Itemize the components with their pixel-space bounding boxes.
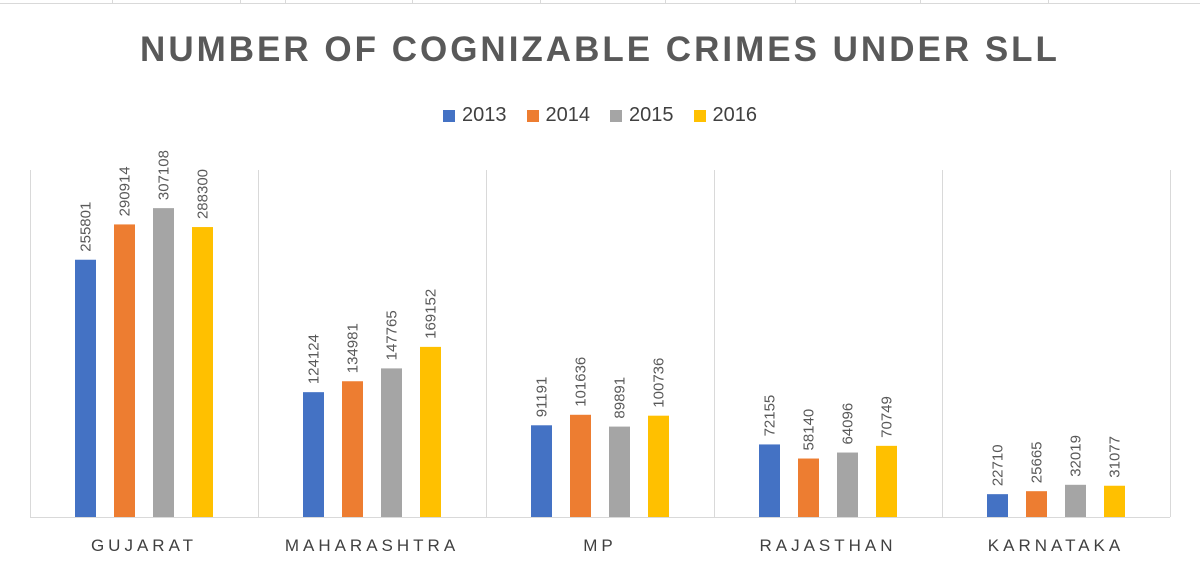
data-label: 124124 [306,334,323,384]
legend-label: 2016 [712,104,758,126]
bar-2015-maharashtra [381,368,402,517]
legend-label: 2014 [545,104,591,126]
data-label: 101636 [573,357,590,407]
data-label: 31077 [1107,436,1124,478]
bar-2015-gujarat [153,208,174,518]
top-divider [285,0,286,4]
bar-2013-gujarat [75,259,96,517]
bar-2014-karnataka [1026,491,1047,517]
data-label: 134981 [345,323,362,373]
legend-item: 2015 [610,104,674,127]
legend-item: 2014 [526,104,591,127]
bar-2013-karnataka [987,494,1008,517]
top-divider [665,0,666,4]
bar-2013-maharashtra [303,392,324,517]
data-label: 70749 [879,396,896,438]
category-label: MP [583,536,617,555]
top-divider [112,0,113,4]
top-divider [1048,0,1049,4]
top-border [0,0,1200,4]
bar-2016-karnataka [1104,485,1125,517]
data-label: 288300 [195,169,212,219]
bar-2016-gujarat [192,227,213,518]
legend-swatch [693,109,706,122]
data-label: 64096 [840,403,857,445]
data-label: 58140 [801,409,818,451]
data-label: 147765 [384,310,401,360]
data-label: 100736 [651,358,668,408]
legend-item: 2013 [443,104,507,127]
legend-label: 2013 [462,104,507,126]
legend-swatch [443,109,455,122]
bar-2014-rajasthan [798,458,819,517]
legend-item: 2016 [693,104,758,127]
data-label: 307108 [156,150,173,200]
bar-2015-karnataka [1065,484,1086,517]
top-divider [540,0,541,4]
bar-2014-mp [570,414,591,517]
category-label: RAJASTHAN [759,536,896,555]
bar-2014-gujarat [114,224,135,517]
data-label: 89891 [612,377,629,419]
category-label: MAHARASHTRA [285,536,459,555]
bar-2016-maharashtra [420,346,441,517]
data-label: 255801 [78,202,95,252]
data-label: 25665 [1029,441,1046,483]
bar-2013-rajasthan [759,444,780,517]
bar-2015-mp [609,426,630,517]
bar-2015-rajasthan [837,452,858,517]
data-label: 169152 [423,289,440,339]
data-label: 32019 [1068,435,1085,477]
data-label: 22710 [990,444,1007,486]
category-label: GUJARAT [91,536,197,555]
data-label: 72155 [762,395,779,437]
top-divider [412,0,413,4]
bar-2016-rajasthan [876,445,897,517]
data-label: 91191 [534,377,551,418]
top-divider [795,0,796,4]
top-divider [920,0,921,4]
legend: 2013 2014 2015 2016 [0,104,1200,127]
top-divider [240,0,241,4]
bar-2013-mp [531,425,552,517]
data-label: 290914 [117,166,134,216]
bar-2016-mp [648,415,669,517]
chart-title: NUMBER OF COGNIZABLE CRIMES UNDER SLL [140,30,1060,69]
legend-swatch [526,109,539,122]
legend-swatch [610,109,622,122]
category-label: KARNATAKA [988,536,1124,555]
legend-label: 2015 [629,104,674,126]
bar-2014-maharashtra [342,381,363,517]
